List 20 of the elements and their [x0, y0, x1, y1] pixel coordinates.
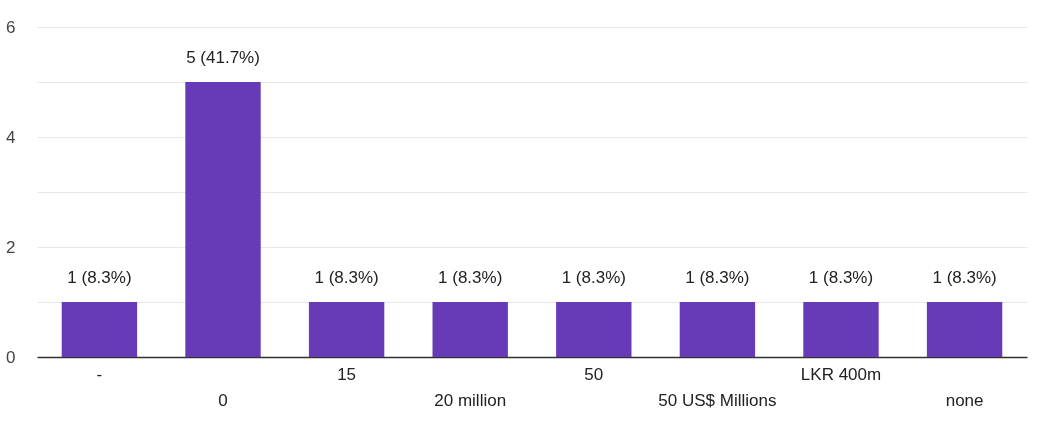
x-tick-label: 0	[218, 391, 228, 410]
data-label: 1 (8.3%)	[67, 268, 132, 287]
x-tick-label: 15	[337, 365, 357, 384]
data-label: 5 (41.7%)	[186, 48, 260, 67]
data-label: 1 (8.3%)	[685, 268, 750, 287]
x-tick-label: none	[945, 391, 984, 410]
data-label: 1 (8.3%)	[808, 268, 874, 287]
x-tick-label: 20 million	[434, 391, 507, 410]
data-label: 1 (8.3%)	[438, 268, 503, 287]
y-tick-label: 4	[6, 127, 16, 147]
data-label: 1 (8.3%)	[314, 268, 379, 287]
x-tick-label: -	[96, 365, 103, 384]
y-tick-label: 2	[6, 237, 16, 257]
y-tick-label: 0	[6, 347, 16, 367]
x-tick-label: 50 US$ Millions	[658, 391, 777, 410]
y-tick-label: 6	[6, 17, 16, 37]
x-tick-label: LKR 400m	[800, 365, 882, 384]
x-tick-label: 50	[584, 365, 604, 384]
data-label: 1 (8.3%)	[932, 268, 997, 287]
data-label: 1 (8.3%)	[561, 268, 626, 287]
